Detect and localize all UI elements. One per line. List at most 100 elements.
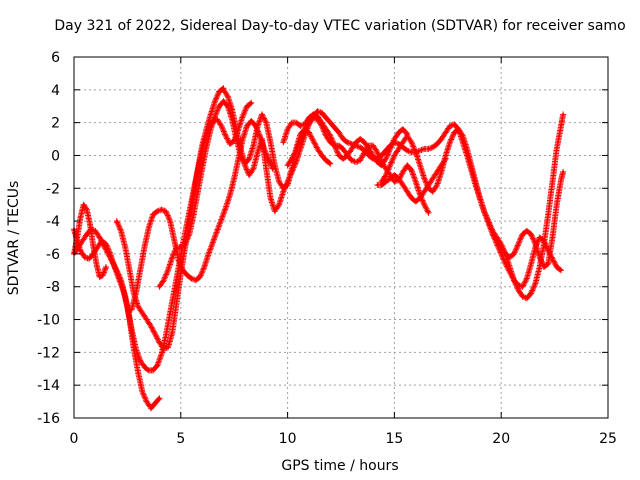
data-point bbox=[153, 402, 157, 405]
data-point bbox=[508, 255, 511, 259]
data-point bbox=[245, 124, 249, 128]
data-point bbox=[410, 150, 413, 154]
data-point bbox=[250, 101, 253, 105]
data-point bbox=[164, 334, 168, 338]
data-point bbox=[168, 219, 172, 223]
data-point bbox=[188, 233, 191, 236]
x-tick-label: 10 bbox=[279, 431, 297, 447]
data-point bbox=[320, 121, 323, 124]
data-point bbox=[194, 278, 197, 282]
data-point bbox=[316, 109, 319, 113]
data-point bbox=[190, 277, 193, 280]
data-point bbox=[418, 196, 422, 200]
data-point bbox=[173, 288, 176, 292]
data-point bbox=[555, 265, 558, 269]
data-point bbox=[183, 242, 187, 246]
data-point bbox=[559, 124, 563, 128]
data-point bbox=[260, 137, 264, 141]
data-point bbox=[286, 180, 289, 183]
x-tick-label: 15 bbox=[385, 431, 403, 447]
data-point bbox=[312, 114, 315, 118]
data-point bbox=[448, 124, 452, 128]
data-point bbox=[98, 275, 101, 279]
data-point bbox=[551, 236, 554, 239]
data-point bbox=[384, 173, 388, 177]
data-point bbox=[410, 196, 413, 200]
data-point bbox=[393, 180, 396, 183]
data-point bbox=[250, 119, 253, 123]
data-point bbox=[380, 154, 383, 157]
label-layer: GPS time / hours SDTVAR / TECUs bbox=[6, 181, 399, 474]
data-point bbox=[380, 183, 383, 187]
data-point bbox=[136, 370, 140, 374]
data-point bbox=[346, 141, 349, 144]
data-point bbox=[136, 305, 140, 308]
data-point bbox=[350, 142, 353, 146]
data-point bbox=[333, 126, 336, 129]
data-point bbox=[474, 180, 477, 183]
data-point bbox=[226, 95, 229, 98]
data-point bbox=[228, 142, 232, 146]
data-point bbox=[94, 229, 97, 233]
data-point bbox=[88, 223, 92, 226]
data-point bbox=[435, 183, 439, 187]
data-point bbox=[203, 265, 206, 269]
data-point bbox=[341, 147, 345, 151]
data-point bbox=[529, 292, 533, 295]
y-tick-label: -6 bbox=[46, 247, 60, 263]
data-point bbox=[153, 333, 157, 336]
data-point bbox=[117, 277, 121, 280]
data-point bbox=[384, 180, 388, 183]
data-point bbox=[414, 180, 417, 183]
data-point bbox=[141, 390, 144, 393]
series-arc-10 bbox=[378, 111, 567, 302]
x-tick-label: 25 bbox=[599, 431, 617, 447]
data-point bbox=[215, 229, 219, 233]
data-point bbox=[529, 233, 533, 236]
data-point bbox=[337, 144, 341, 147]
data-point bbox=[82, 203, 85, 206]
data-point bbox=[241, 137, 244, 141]
data-point bbox=[290, 170, 294, 174]
data-point bbox=[104, 265, 108, 269]
data-point bbox=[277, 203, 281, 206]
data-point bbox=[260, 113, 264, 116]
data-point bbox=[100, 239, 103, 242]
data-point bbox=[388, 144, 392, 147]
data-point bbox=[363, 141, 366, 144]
data-point bbox=[95, 262, 98, 265]
data-point bbox=[228, 193, 232, 197]
data-point bbox=[209, 113, 212, 116]
data-point bbox=[414, 200, 417, 203]
data-point bbox=[145, 318, 148, 321]
data-point bbox=[341, 157, 345, 160]
data-point bbox=[192, 193, 195, 197]
data-point bbox=[427, 147, 430, 151]
data-point bbox=[256, 124, 259, 128]
data-point bbox=[453, 131, 456, 134]
data-point bbox=[115, 219, 118, 223]
data-point bbox=[534, 242, 537, 246]
data-point bbox=[491, 229, 494, 233]
data-point bbox=[134, 347, 138, 351]
data-point bbox=[367, 147, 370, 151]
data-point bbox=[299, 124, 302, 128]
series-markers bbox=[378, 111, 567, 302]
data-point bbox=[277, 180, 281, 183]
data-point bbox=[198, 275, 202, 279]
x-tick-label: 20 bbox=[492, 431, 510, 447]
data-point bbox=[92, 244, 95, 247]
data-point bbox=[211, 241, 215, 244]
data-point bbox=[139, 269, 142, 272]
data-point bbox=[316, 147, 319, 151]
data-point bbox=[158, 341, 161, 344]
data-point bbox=[224, 134, 227, 137]
data-point bbox=[534, 282, 537, 285]
data-point bbox=[555, 147, 558, 151]
data-point bbox=[130, 308, 133, 311]
data-point bbox=[521, 285, 524, 288]
data-point bbox=[354, 160, 358, 164]
data-point bbox=[504, 252, 507, 256]
data-point bbox=[239, 147, 242, 151]
data-point bbox=[525, 297, 529, 300]
